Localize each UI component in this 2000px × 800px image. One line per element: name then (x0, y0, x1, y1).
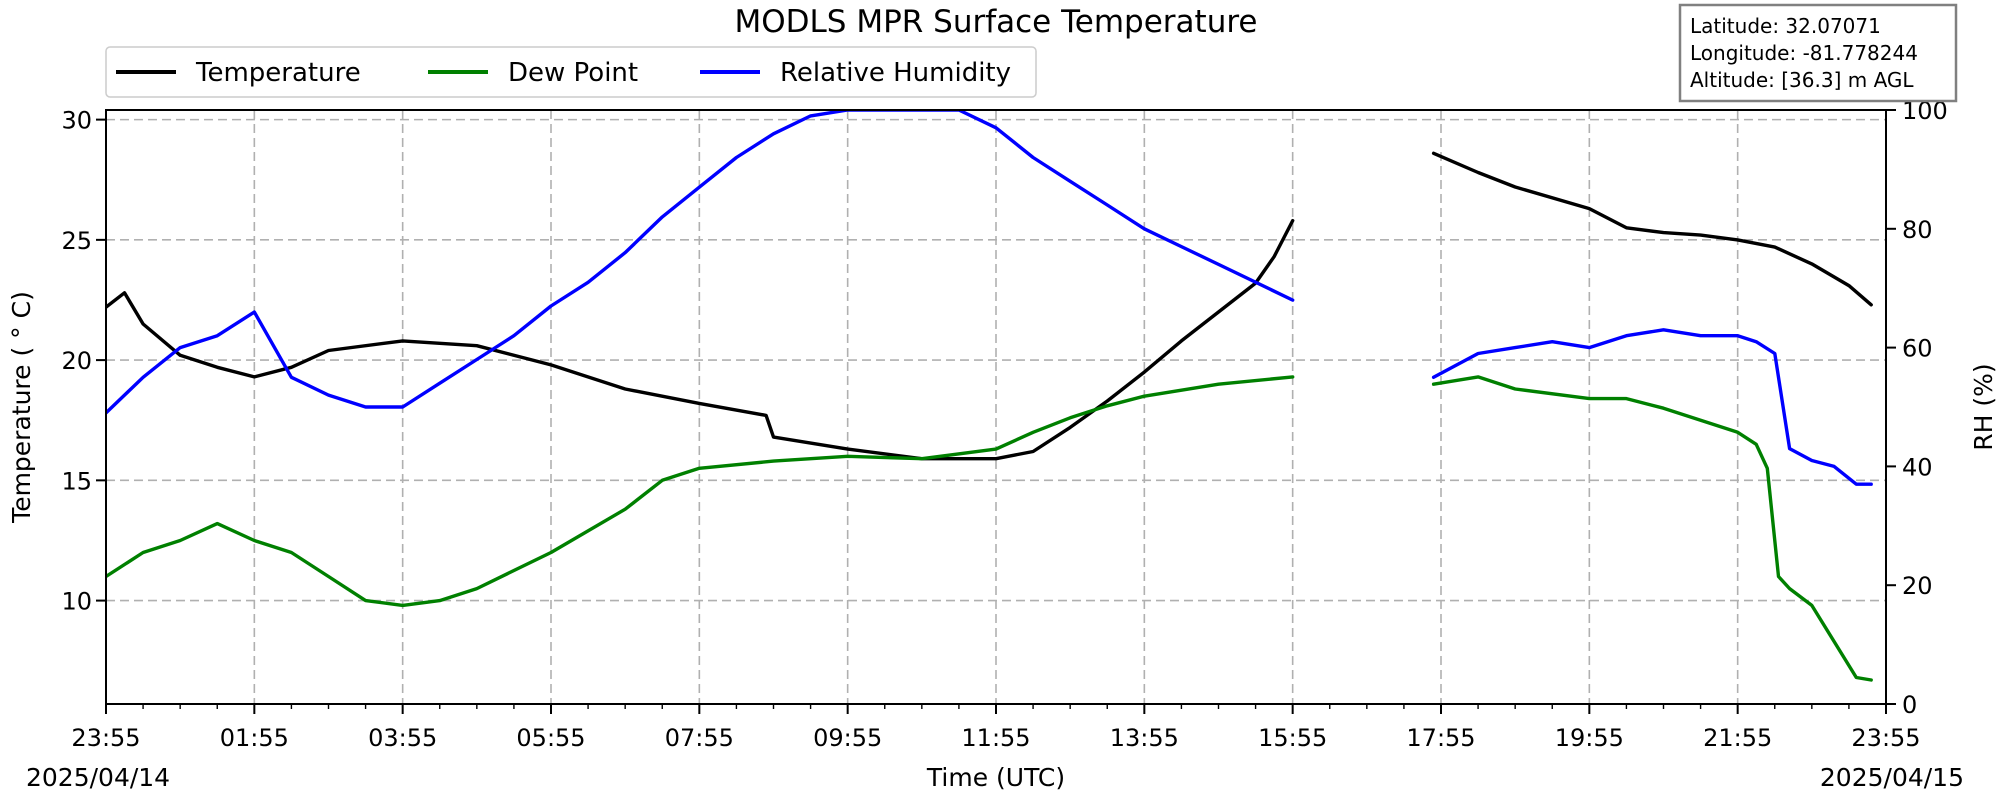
info-box-frame (1678, 3, 1958, 103)
longitude-text: Longitude: -81.778244 (1690, 41, 1918, 65)
x-tick-label: 17:55 (1406, 724, 1475, 752)
y-axis-left-title: Temperature ( ° C) (7, 291, 36, 524)
x-tick-label: 15:55 (1258, 724, 1327, 752)
series-layer (106, 110, 1873, 682)
x-axis-title: Time (UTC) (926, 763, 1065, 792)
y-right-tick-label: 60 (1902, 335, 1933, 363)
y-right-tick-label: 0 (1902, 691, 1917, 719)
series-line-dew-point (1431, 375, 1873, 682)
x-tick-label: 09:55 (813, 724, 882, 752)
x-tick-label: 19:55 (1555, 724, 1624, 752)
series-line-temperature (106, 218, 1295, 461)
series-line-dew-point (106, 375, 1295, 608)
series-line-relative-humidity (106, 110, 1295, 415)
date-start-label: 2025/04/14 (26, 763, 170, 792)
legend-label-dew-point: Dew Point (508, 58, 638, 88)
latitude-text: Latitude: 32.07071 (1690, 14, 1881, 38)
x-tick-label: 01:55 (220, 724, 289, 752)
grid (106, 110, 1886, 704)
legend-label-temperature: Temperature (195, 58, 361, 88)
y-left-tick-label: 10 (61, 588, 92, 616)
legend-label-relative-humidity: Relative Humidity (780, 58, 1011, 88)
y-left-tick-label: 15 (61, 467, 92, 495)
x-tick-label: 13:55 (1110, 724, 1179, 752)
y-right-tick-label: 40 (1902, 453, 1933, 481)
x-tick-label: 23:55 (1851, 724, 1920, 752)
y-left-tick-label: 20 (61, 347, 92, 375)
x-tick-label: 07:55 (665, 724, 734, 752)
x-tick-label: 05:55 (516, 724, 585, 752)
legend: Temperature Dew Point Relative Humidity (105, 46, 1037, 98)
location-info-box: Latitude: 32.07071 Longitude: -81.778244… (1678, 3, 1958, 103)
y-left-tick-label: 25 (61, 227, 92, 255)
y-right-tick-label: 20 (1902, 572, 1933, 600)
series-line-temperature (1431, 151, 1873, 307)
series-line-relative-humidity (1431, 328, 1873, 486)
y-left-tick-label: 30 (61, 107, 92, 135)
ticks: 23:55 01:55 03:55 05:55 07:55 09:55 11:55 13:55… (61, 97, 1947, 752)
y-axis-right-title: RH (%) (1969, 363, 1998, 450)
altitude-text: Altitude: [36.3] m AGL (1690, 68, 1914, 92)
x-tick-label: 03:55 (368, 724, 437, 752)
legend-box (105, 46, 1037, 98)
date-end-label: 2025/04/15 (1820, 763, 1964, 792)
x-tick-label: 21:55 (1703, 724, 1772, 752)
x-tick-label: 11:55 (961, 724, 1030, 752)
x-tick-label: 23:55 (71, 724, 140, 752)
chart-title: MODLS MPR Surface Temperature (735, 4, 1258, 40)
y-right-tick-label: 80 (1902, 216, 1933, 244)
